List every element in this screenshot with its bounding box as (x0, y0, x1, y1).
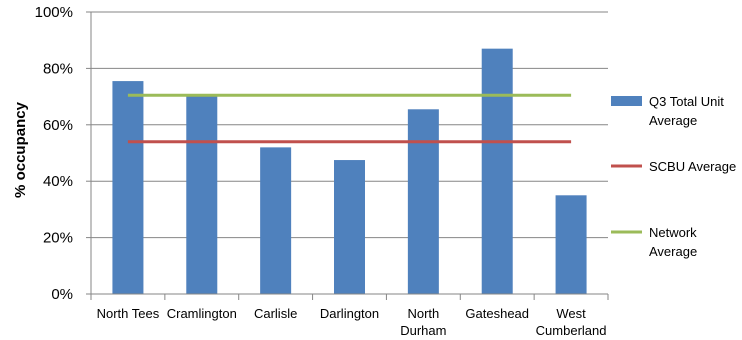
line-series (127, 93, 572, 144)
bar (334, 160, 365, 294)
x-tick-label: North (407, 306, 439, 321)
legend-swatch (611, 96, 642, 106)
y-tick-label: 80% (43, 60, 73, 77)
x-tick-label: West (556, 306, 586, 321)
legend-label: SCBU Average (649, 159, 736, 174)
x-tick-label: Durham (400, 323, 446, 338)
bar (407, 109, 439, 294)
x-axis: North Tees Cramlington Carlisle Darlington N… (90, 293, 609, 338)
legend-label: Q3 Total Unit (649, 94, 724, 109)
legend-label: Average (649, 244, 697, 259)
x-tick-label: Gateshead (465, 306, 529, 321)
y-axis: 0% 20% 40% 60% 80% 100% (35, 4, 92, 303)
bar-series (112, 48, 587, 294)
legend: Q3 Total Unit Average SCBU Average Network A… (611, 94, 736, 259)
y-tick-label: 20% (43, 230, 73, 247)
bar (112, 81, 144, 294)
x-tick-label: North Tees (97, 306, 160, 321)
bar (186, 95, 218, 294)
y-tick-label: 100% (35, 4, 73, 21)
x-tick-label: Carlisle (254, 306, 297, 321)
bar (555, 195, 587, 294)
y-tick-label: 60% (43, 117, 73, 134)
legend-label: Average (649, 113, 697, 128)
bar (481, 48, 513, 294)
bar (260, 147, 292, 294)
y-axis-label: % occupancy (12, 101, 29, 198)
x-tick-label: Darlington (320, 306, 379, 321)
legend-label: Network (649, 225, 697, 240)
x-tick-label: Cumberland (536, 323, 607, 338)
y-tick-label: 0% (51, 286, 73, 303)
x-tick-label: Cramlington (167, 306, 237, 321)
gridlines (91, 11, 608, 239)
y-tick-label: 40% (43, 173, 73, 190)
